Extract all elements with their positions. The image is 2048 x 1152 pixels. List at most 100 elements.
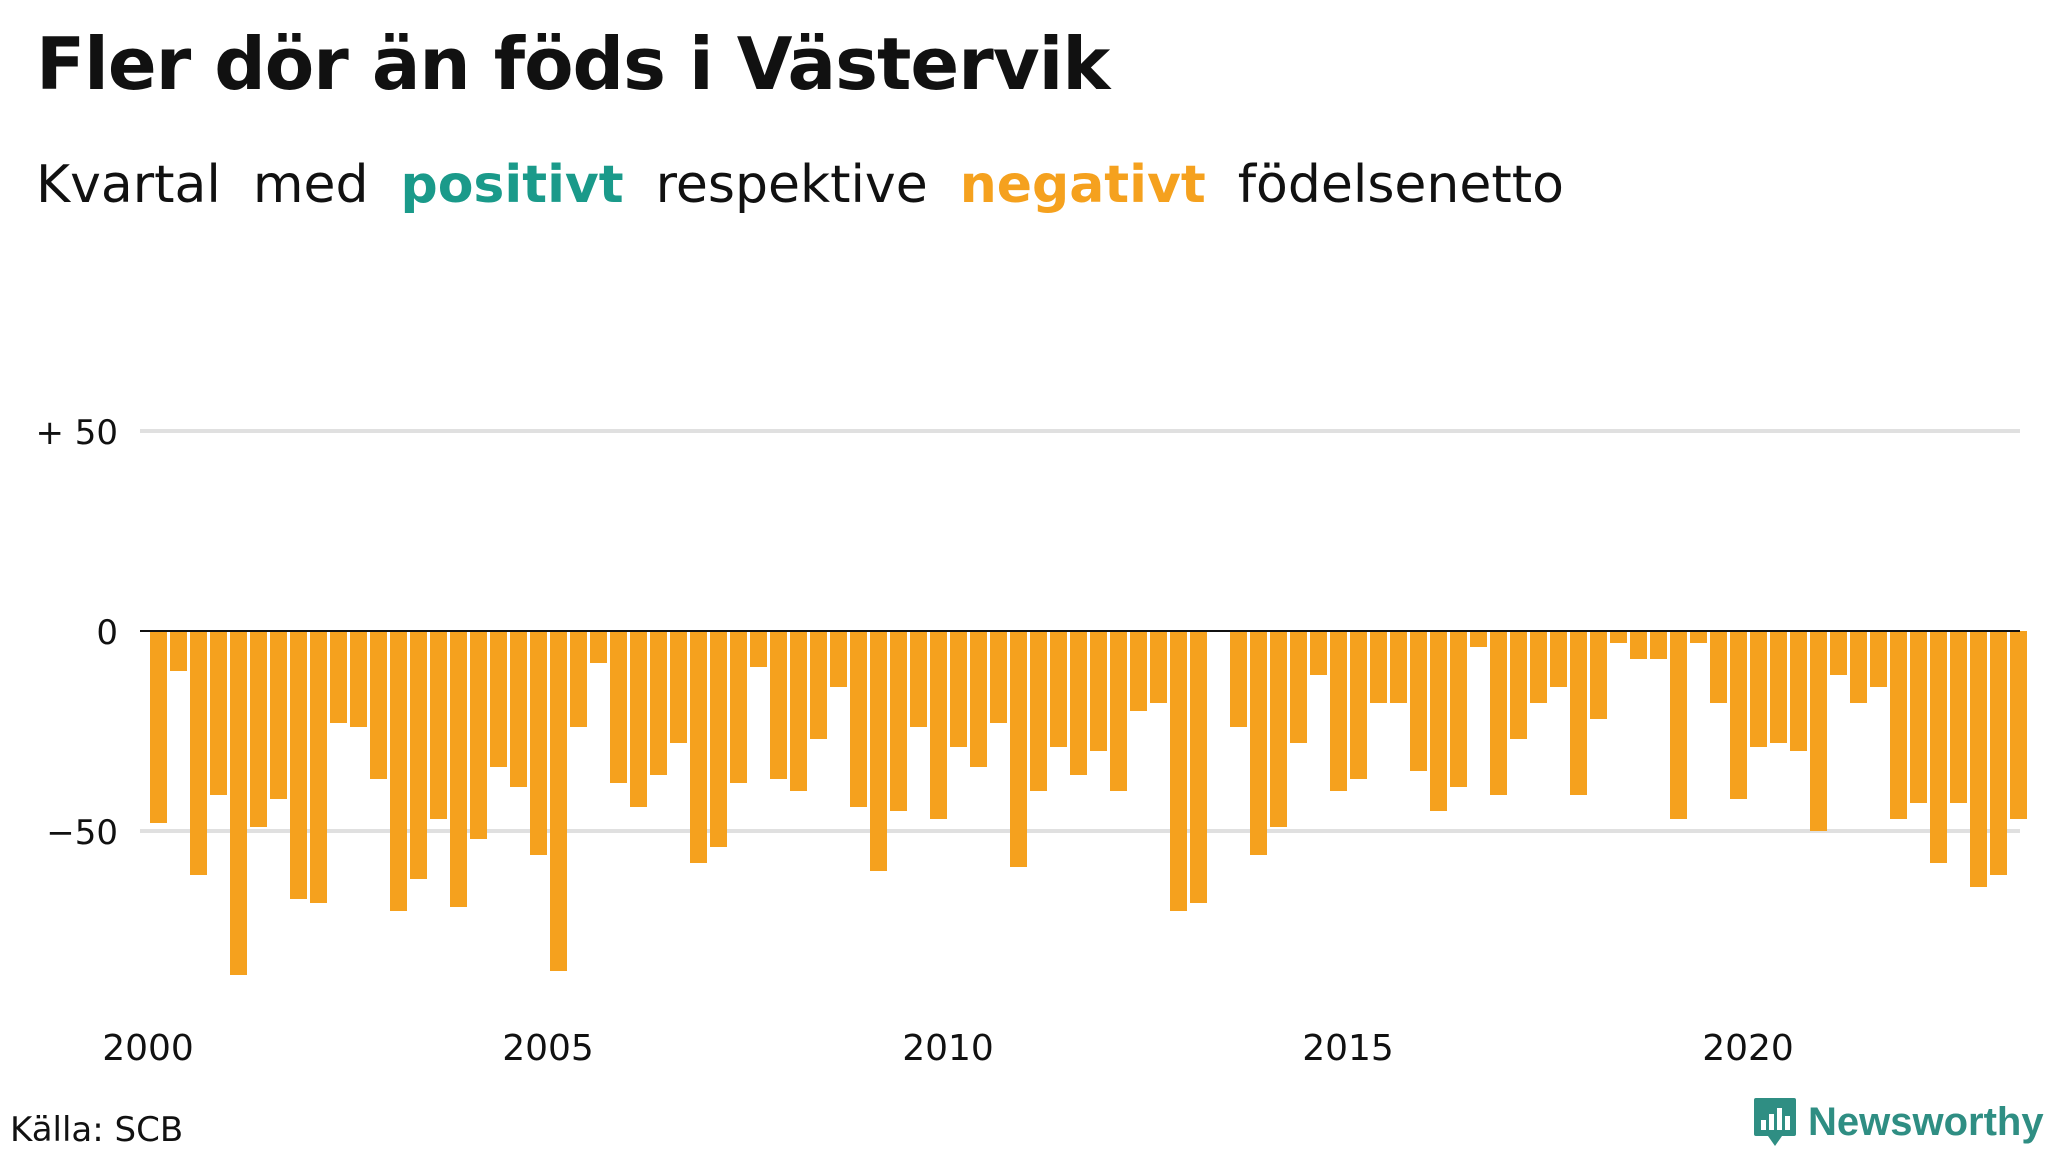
bar xyxy=(1290,631,1307,743)
subtitle-positive-label: positivt xyxy=(400,155,624,215)
source-note: Källa: SCB xyxy=(10,1110,184,1150)
bar xyxy=(1770,631,1787,743)
x-tick-label: 2020 xyxy=(1702,1028,1794,1069)
bar xyxy=(650,631,667,775)
bar xyxy=(290,631,307,899)
bar xyxy=(210,631,227,795)
bar xyxy=(1250,631,1267,855)
bar xyxy=(810,631,827,739)
bar xyxy=(570,631,587,727)
bar xyxy=(850,631,867,807)
bar xyxy=(250,631,267,827)
subtitle-word: födelsenetto xyxy=(1237,155,1564,215)
bar xyxy=(1130,631,1147,711)
bar xyxy=(1230,631,1247,727)
bar xyxy=(1650,631,1667,659)
bar xyxy=(1150,631,1167,703)
bar xyxy=(870,631,887,871)
bar xyxy=(370,631,387,779)
bar xyxy=(1870,631,1887,687)
bar xyxy=(1350,631,1367,779)
bar xyxy=(930,631,947,819)
bar xyxy=(1430,631,1447,811)
logo-text: Newsworthy xyxy=(1808,1099,2044,1144)
bar xyxy=(230,631,247,975)
x-tick-label: 2015 xyxy=(1302,1028,1394,1069)
bar xyxy=(1930,631,1947,863)
x-axis-labels: 2000 2005 2010 2015 2020 xyxy=(102,1028,1794,1069)
bar xyxy=(430,631,447,819)
bar xyxy=(470,631,487,839)
bar xyxy=(1610,631,1627,643)
y-tick-label: + 50 xyxy=(35,413,118,453)
bar xyxy=(1510,631,1527,739)
bar xyxy=(550,631,567,971)
bar xyxy=(1670,631,1687,819)
bar xyxy=(1970,631,1987,887)
bar xyxy=(1050,631,1067,747)
bar xyxy=(590,631,607,663)
chart-subtitle: Kvartal med positivt respektive negativt föde… xyxy=(36,155,1596,215)
bar xyxy=(1030,631,1047,791)
bar xyxy=(530,631,547,855)
bar xyxy=(1910,631,1927,803)
bar xyxy=(330,631,347,723)
bar xyxy=(310,631,327,903)
x-tick-label: 2010 xyxy=(902,1028,994,1069)
subtitle-negative-label: negativt xyxy=(959,155,1206,215)
bar xyxy=(910,631,927,727)
bar xyxy=(1570,631,1587,795)
bar xyxy=(670,631,687,743)
bar xyxy=(1530,631,1547,703)
bar xyxy=(1490,631,1507,795)
bar xyxy=(1690,631,1707,643)
bar xyxy=(1810,631,1827,831)
subtitle-word: respektive xyxy=(655,155,928,215)
bar xyxy=(950,631,967,747)
newsworthy-logo: Newsworthy xyxy=(1752,1096,2044,1148)
bar xyxy=(2010,631,2027,819)
bar xyxy=(1390,631,1407,703)
x-tick-label: 2005 xyxy=(502,1028,594,1069)
bar xyxy=(390,631,407,911)
bars xyxy=(150,631,2027,975)
subtitle-word: Kvartal xyxy=(36,155,221,215)
bar xyxy=(1790,631,1807,751)
bar xyxy=(1170,631,1187,911)
bar xyxy=(770,631,787,779)
bar xyxy=(1270,631,1287,827)
bar xyxy=(350,631,367,727)
bar xyxy=(1190,631,1207,903)
bar xyxy=(270,631,287,799)
bar xyxy=(1830,631,1847,675)
chart-title: Fler dör än föds i Västervik xyxy=(36,22,1110,106)
bar xyxy=(690,631,707,863)
bar xyxy=(1110,631,1127,791)
bar xyxy=(730,631,747,783)
bar xyxy=(1070,631,1087,775)
bar xyxy=(630,631,647,807)
bar xyxy=(1890,631,1907,819)
bar xyxy=(170,631,187,671)
bar xyxy=(410,631,427,879)
bar xyxy=(1370,631,1387,703)
bar xyxy=(970,631,987,767)
bar xyxy=(1950,631,1967,803)
bar xyxy=(750,631,767,667)
bar xyxy=(1850,631,1867,703)
bar xyxy=(1450,631,1467,787)
bar xyxy=(1330,631,1347,791)
bar xyxy=(1410,631,1427,771)
bar xyxy=(1630,631,1647,659)
bar-chart-badge-icon xyxy=(1754,1098,1796,1146)
bar xyxy=(710,631,727,847)
subtitle-word: med xyxy=(252,155,369,215)
y-tick-label: 0 xyxy=(96,613,118,653)
bar xyxy=(1710,631,1727,703)
bar xyxy=(1730,631,1747,799)
bar xyxy=(1590,631,1607,719)
bar xyxy=(1750,631,1767,747)
bar xyxy=(490,631,507,767)
bar xyxy=(830,631,847,687)
